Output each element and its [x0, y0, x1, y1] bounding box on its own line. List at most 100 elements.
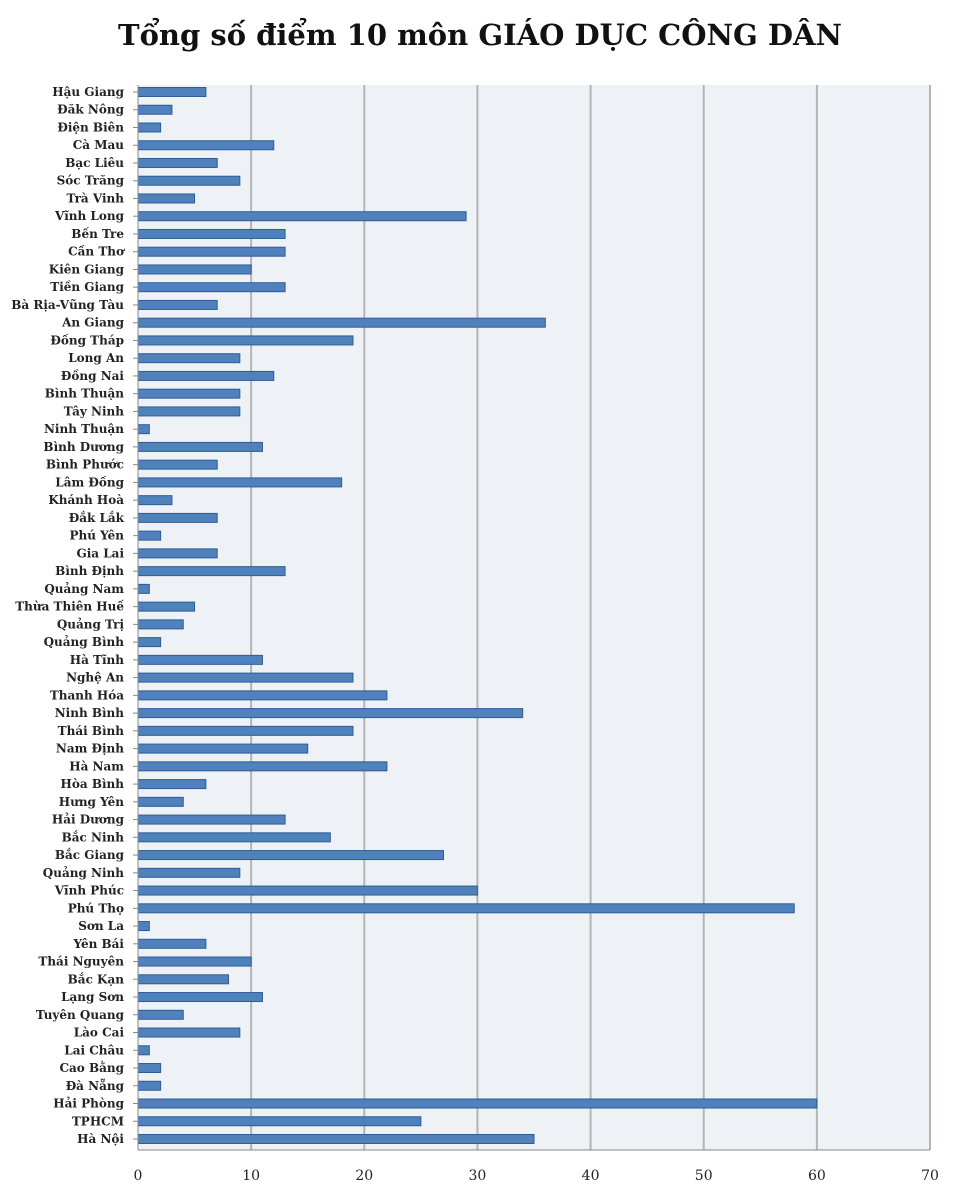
category-label: Điện Biên — [57, 120, 124, 134]
category-label: Hậu Giang — [52, 85, 124, 99]
bar — [137, 246, 286, 257]
category-label: An Giang — [61, 316, 125, 330]
category-label: Đắk Lắk — [69, 510, 125, 525]
category-label: Khánh Hoà — [48, 493, 124, 507]
category-label: Bình Định — [55, 564, 124, 578]
category-label: Tuyên Quang — [36, 1008, 125, 1022]
category-label: Hà Nam — [69, 759, 124, 773]
category-label: Quảng Nam — [44, 581, 124, 596]
bar — [137, 1116, 422, 1127]
bar — [137, 885, 478, 896]
bar — [137, 370, 275, 381]
bar — [137, 1027, 241, 1038]
bar — [137, 1063, 162, 1074]
bar — [137, 903, 795, 914]
plot-area — [138, 85, 930, 1150]
category-label: Nghệ An — [66, 671, 124, 685]
category-label: Kiên Giang — [49, 262, 125, 276]
chart-title: Tổng số điểm 10 môn GIÁO DỤC CÔNG DÂN — [117, 18, 842, 52]
category-label: Thanh Hóa — [50, 688, 124, 702]
category-label: TPHCM — [72, 1114, 124, 1128]
bar — [137, 725, 354, 736]
category-label: Hải Phòng — [53, 1096, 124, 1111]
x-tick-label: 0 — [134, 1168, 143, 1184]
bar — [137, 921, 150, 932]
category-label: Lâm Đồng — [55, 474, 124, 489]
category-label: Lai Châu — [64, 1043, 124, 1057]
bar — [137, 406, 241, 417]
category-label: Cần Thơ — [68, 244, 125, 259]
bar — [137, 335, 354, 346]
bar — [137, 459, 218, 470]
bar — [137, 1134, 535, 1144]
category-label: Thừa Thiên Huế — [15, 599, 124, 614]
category-label: Thái Bình — [58, 724, 125, 738]
bar — [137, 992, 263, 1003]
bar — [137, 654, 263, 665]
category-label: Lạng Sơn — [61, 990, 124, 1004]
x-tick-labels: 0 10 20 30 40 50 60 70 — [134, 1168, 939, 1184]
bar — [137, 1080, 162, 1091]
bar — [137, 299, 218, 310]
category-label: Cà Mau — [73, 138, 125, 152]
category-label: Đăk Nông — [57, 103, 124, 117]
bar — [137, 672, 354, 683]
category-label: Nam Định — [56, 742, 124, 756]
category-label: Quảng Trị — [57, 616, 125, 631]
bar — [137, 388, 241, 399]
category-label: Trà Vinh — [67, 191, 125, 205]
category-label: Bà Rịa-Vũng Tàu — [11, 298, 124, 312]
category-label: Tiền Giang — [50, 279, 124, 294]
bar — [137, 974, 230, 985]
bar — [137, 87, 207, 97]
bar — [137, 211, 467, 222]
bar — [137, 441, 263, 452]
category-label: Bến Tre — [71, 226, 124, 241]
category-label: Bắc Ninh — [62, 829, 125, 844]
bar — [137, 1098, 818, 1109]
bar — [137, 601, 196, 612]
category-label: Bình Dương — [43, 440, 124, 454]
bar — [137, 317, 546, 328]
bar — [137, 477, 343, 488]
bar — [137, 424, 150, 435]
category-label: Đà Nẵng — [66, 1078, 125, 1093]
bar — [137, 637, 162, 648]
category-label: Phú Thọ — [68, 901, 124, 915]
category-label: Hòa Bình — [61, 777, 125, 791]
bars — [137, 87, 818, 1144]
bar — [137, 282, 286, 293]
category-label: Long An — [68, 351, 124, 365]
category-labels: Hậu Giang Đăk Nông Điện Biên Cà Mau Bạc Liêu… — [11, 85, 138, 1146]
category-label: Sơn La — [78, 919, 124, 933]
category-label: Ninh Bình — [55, 706, 125, 720]
category-label: Cao Bằng — [59, 1060, 124, 1075]
category-label: Đồng Tháp — [50, 332, 124, 347]
category-label: Bạc Liêu — [65, 156, 124, 170]
category-label: Ninh Thuận — [44, 422, 124, 436]
bar — [137, 832, 331, 843]
bar — [137, 495, 173, 506]
category-label: Bắc Kạn — [68, 971, 125, 986]
bar — [137, 140, 275, 151]
bar — [137, 814, 286, 825]
bar — [137, 548, 218, 559]
bar — [137, 353, 241, 364]
x-tick-label: 50 — [695, 1168, 713, 1184]
bar — [137, 157, 218, 168]
category-label: Vĩnh Phúc — [54, 884, 124, 898]
category-label: Vĩnh Long — [54, 209, 125, 223]
bar — [137, 690, 388, 701]
bar — [137, 708, 524, 719]
category-label: Thái Nguyên — [38, 955, 124, 969]
bar — [137, 566, 286, 577]
bar — [137, 583, 150, 594]
x-tick-label: 20 — [355, 1168, 373, 1184]
bar — [137, 104, 173, 115]
category-label: Quảng Ninh — [43, 865, 124, 880]
category-label: Hưng Yên — [59, 795, 125, 809]
x-tick-label: 60 — [808, 1168, 826, 1184]
category-label: Yên Bái — [72, 937, 124, 951]
bar — [137, 779, 207, 790]
bar — [137, 796, 184, 807]
